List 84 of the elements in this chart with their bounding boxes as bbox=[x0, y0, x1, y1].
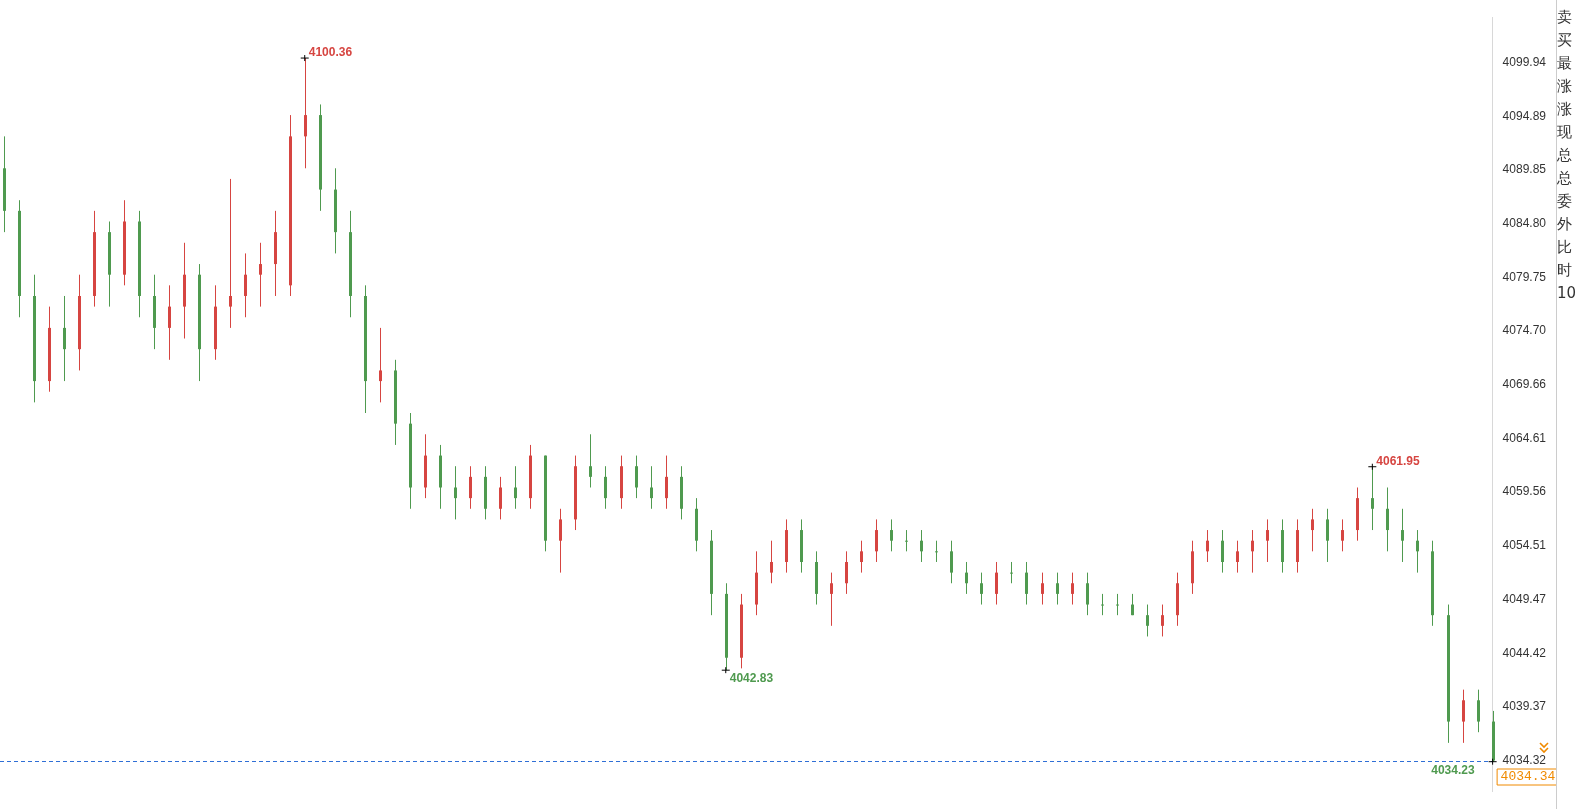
candlestick bbox=[1221, 529, 1224, 574]
text: 买 bbox=[1557, 30, 1573, 51]
candlestick bbox=[1462, 689, 1465, 744]
candlestick bbox=[1477, 689, 1480, 733]
candlestick bbox=[168, 284, 171, 361]
text: 最 bbox=[1557, 53, 1573, 74]
annotation: 4034.23 bbox=[1431, 763, 1475, 777]
annotation: 4100.36 bbox=[308, 45, 353, 60]
ref-line-label: 4034.34 bbox=[1500, 769, 1556, 785]
y-tick-label: 4079.75 bbox=[1502, 269, 1547, 284]
text: 总 bbox=[1557, 168, 1573, 189]
y-tick-label: 4099.94 bbox=[1502, 54, 1547, 69]
candlestick bbox=[229, 178, 232, 329]
y-tick-label: 4049.47 bbox=[1502, 591, 1547, 606]
candlestick bbox=[1341, 518, 1344, 552]
candlestick bbox=[1010, 561, 1013, 584]
y-tick-label: 4064.61 bbox=[1502, 430, 1547, 445]
candlestick bbox=[1101, 593, 1104, 616]
candlestick bbox=[1086, 572, 1089, 616]
candlestick bbox=[469, 465, 472, 510]
candlestick bbox=[1386, 486, 1389, 552]
candlestick bbox=[514, 465, 517, 510]
candlestick bbox=[1311, 508, 1314, 552]
candlestick bbox=[1161, 604, 1164, 637]
candlestick bbox=[1416, 529, 1419, 574]
candlestick bbox=[770, 540, 773, 584]
text: 卖 bbox=[1557, 7, 1573, 28]
candlestick bbox=[589, 433, 592, 488]
candlestick bbox=[1206, 529, 1209, 563]
candlestick bbox=[1146, 604, 1149, 637]
candlestick bbox=[379, 327, 382, 403]
candlestick bbox=[965, 561, 968, 595]
candlestick bbox=[980, 572, 983, 606]
candlestick bbox=[63, 295, 66, 382]
y-tick-label: 4059.56 bbox=[1502, 484, 1547, 499]
y-tick-label: 4074.70 bbox=[1502, 323, 1547, 338]
candlestick bbox=[1251, 529, 1254, 574]
candlestick bbox=[244, 252, 247, 318]
y-tick-label: 4034.32 bbox=[1502, 753, 1547, 768]
candlestick bbox=[1401, 508, 1404, 563]
candlestick bbox=[1025, 561, 1028, 606]
candlestick bbox=[259, 242, 262, 308]
text: 比 bbox=[1557, 237, 1573, 258]
candlestick bbox=[650, 465, 653, 510]
y-tick-label: 4054.51 bbox=[1502, 538, 1547, 553]
candlestick bbox=[635, 455, 638, 499]
annotation: 4061.95 bbox=[1376, 454, 1421, 469]
candlestick bbox=[830, 572, 833, 627]
candlestick bbox=[1056, 572, 1059, 606]
y-tick-label: 4044.42 bbox=[1502, 645, 1547, 660]
text: 涨 bbox=[1557, 99, 1573, 120]
candlestick bbox=[950, 540, 953, 584]
candlestick bbox=[875, 518, 878, 563]
text: 10 bbox=[1557, 283, 1578, 304]
y-tick-label: 4084.80 bbox=[1502, 215, 1547, 230]
candlestick bbox=[1116, 593, 1119, 616]
candlestick bbox=[1071, 572, 1074, 606]
text: 总 bbox=[1557, 145, 1573, 166]
candlestick bbox=[890, 518, 893, 552]
candlestick bbox=[1266, 518, 1269, 563]
candlestick bbox=[1041, 572, 1044, 606]
candlestick bbox=[559, 508, 562, 574]
candlestick bbox=[935, 540, 938, 563]
candlestick bbox=[995, 561, 998, 606]
candlestick bbox=[905, 529, 908, 552]
candlestick bbox=[499, 476, 502, 520]
text: 涨 bbox=[1557, 76, 1573, 97]
text: 时 bbox=[1557, 260, 1573, 281]
candlestick bbox=[665, 455, 668, 510]
text: 现 bbox=[1557, 122, 1573, 143]
y-tick-label: 4089.85 bbox=[1502, 162, 1547, 177]
y-tick-label: 4069.66 bbox=[1502, 377, 1547, 392]
candlestick bbox=[860, 540, 863, 574]
candlestick bbox=[845, 550, 848, 595]
candlestick bbox=[1236, 540, 1239, 574]
y-tick-label: 4039.37 bbox=[1502, 699, 1547, 714]
text: 委 bbox=[1557, 191, 1573, 212]
candlestick bbox=[1326, 508, 1329, 563]
y-tick-label: 4094.89 bbox=[1502, 108, 1547, 123]
candlestick bbox=[454, 465, 457, 520]
text: 外 bbox=[1557, 214, 1573, 235]
candlestick bbox=[604, 465, 607, 510]
annotation: 4042.83 bbox=[729, 671, 774, 686]
candlestick bbox=[920, 529, 923, 563]
